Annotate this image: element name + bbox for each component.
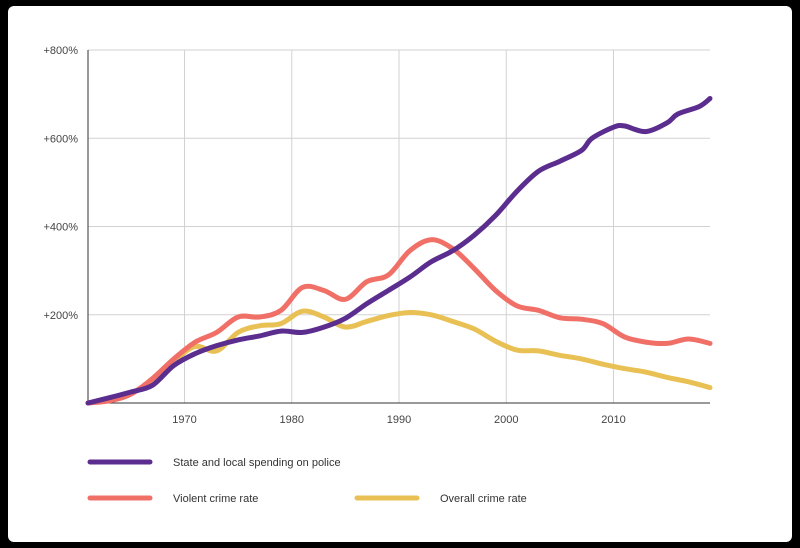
legend-label-violent: Violent crime rate (173, 493, 258, 505)
legend-label-spending: State and local spending on police (173, 457, 341, 469)
y-tick-label: +600% (43, 133, 78, 145)
series-lines (85, 96, 713, 406)
series-line-spending (85, 96, 713, 406)
legend-label-overall: Overall crime rate (440, 493, 527, 505)
y-tick-label: +200% (43, 310, 78, 322)
x-tick-label: 2000 (494, 414, 518, 426)
legend: State and local spending on police Viole… (87, 457, 527, 505)
x-tick-label: 1970 (172, 414, 196, 426)
series-line-overall (85, 308, 713, 406)
x-tick-label: 1980 (280, 414, 304, 426)
y-tick-label: +800% (43, 45, 78, 57)
series-line-violent (85, 237, 713, 406)
tick-labels: +200% +400% +600% +800% 1970 1980 1990 2000 2010 (43, 45, 625, 426)
y-tick-label: +400% (43, 222, 78, 234)
gridlines (88, 49, 710, 403)
x-tick-label: 2010 (601, 414, 625, 426)
chart-card (8, 6, 792, 542)
x-tick-label: 1990 (387, 414, 411, 426)
axes (87, 50, 710, 404)
